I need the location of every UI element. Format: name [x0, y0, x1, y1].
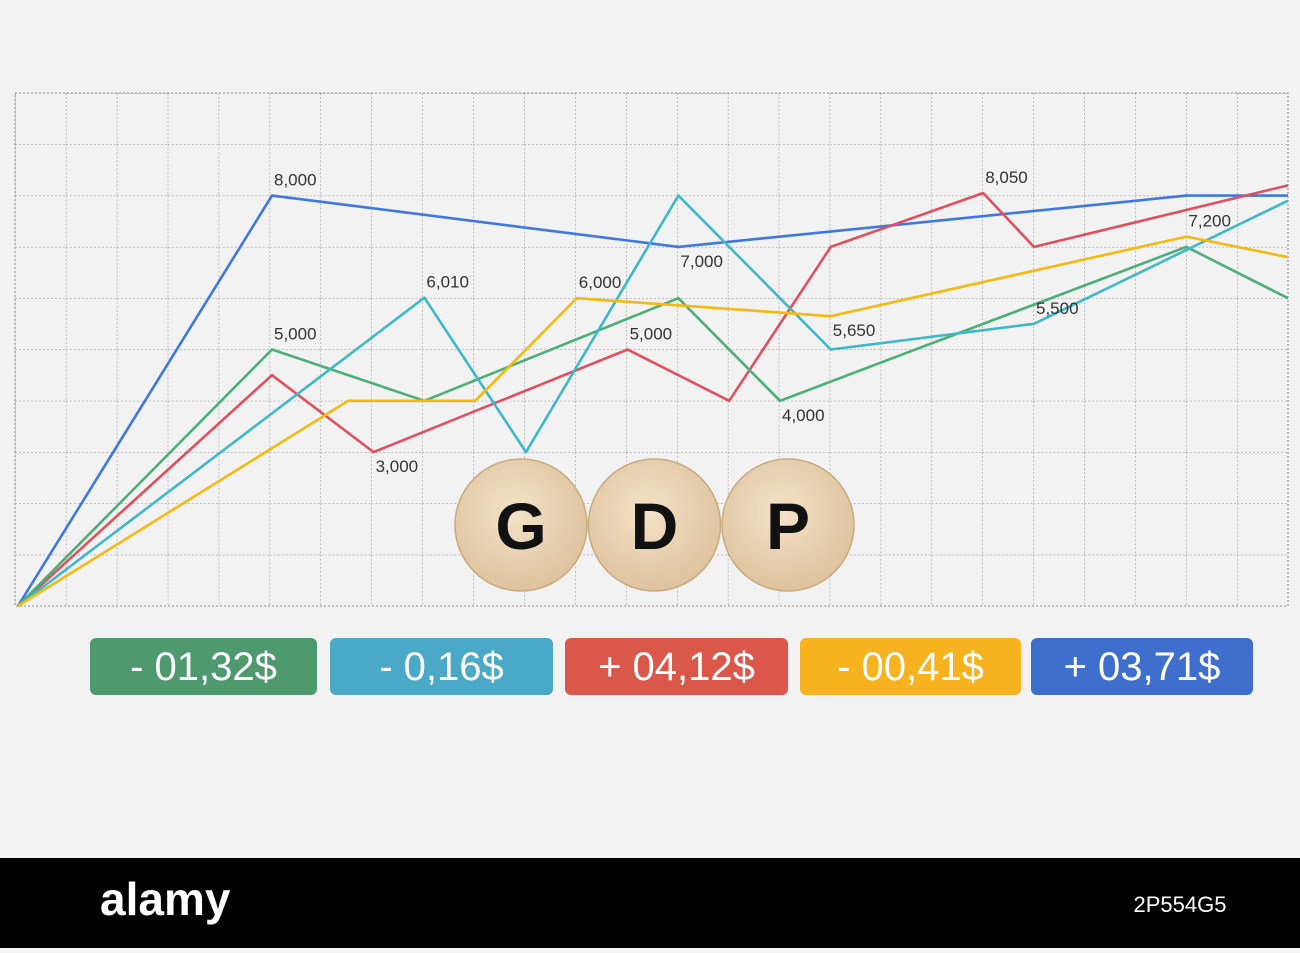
footer-logo: alamy	[100, 873, 231, 925]
value-label: 7,000	[680, 252, 723, 271]
badges: - 01,32$ - 0,16$ + 04,12$ - 00,41$ + 03,71$	[90, 638, 1253, 695]
badge	[90, 638, 317, 695]
lines: 8,000 7,000 3,000 5,000 8,050 5,000 4,000 6,010…	[16, 168, 1289, 608]
series-line	[17, 245, 1289, 607]
wood-tile	[587, 458, 722, 592]
value-label: 7,200	[1188, 212, 1231, 231]
value-label: 6,010	[426, 273, 469, 292]
tile-letter: P	[766, 489, 810, 563]
tile-letter: G	[495, 489, 546, 563]
value-label: 5,000	[630, 325, 673, 344]
tile-letter: D	[631, 489, 679, 563]
value-label: 8,050	[985, 168, 1028, 187]
value-label: 5,000	[274, 325, 317, 344]
value-label: 5,500	[1036, 299, 1079, 318]
footer-id: 2P554G5	[1134, 892, 1227, 917]
badge	[1031, 638, 1253, 695]
badge	[330, 638, 553, 695]
badge-text: + 03,71$	[1064, 645, 1221, 689]
badge-text: - 0,16$	[379, 645, 504, 689]
badge	[800, 638, 1021, 695]
value-label: 6,000	[579, 273, 622, 292]
value-label: 3,000	[376, 457, 419, 476]
wood-tile	[721, 458, 855, 592]
badge-text: + 04,12$	[598, 645, 755, 689]
series-line	[17, 184, 1289, 607]
value-label: 5,650	[833, 321, 876, 340]
series-line	[16, 194, 1288, 607]
wood-tile	[454, 458, 588, 592]
badge	[565, 638, 788, 695]
badge-text: - 00,41$	[837, 645, 984, 689]
value-label: 4,000	[782, 406, 825, 425]
footer-bar	[0, 858, 1300, 948]
series-line	[17, 235, 1289, 608]
series-line	[17, 194, 1289, 608]
badge-text: - 01,32$	[130, 645, 277, 689]
value-label: 8,000	[274, 171, 317, 190]
